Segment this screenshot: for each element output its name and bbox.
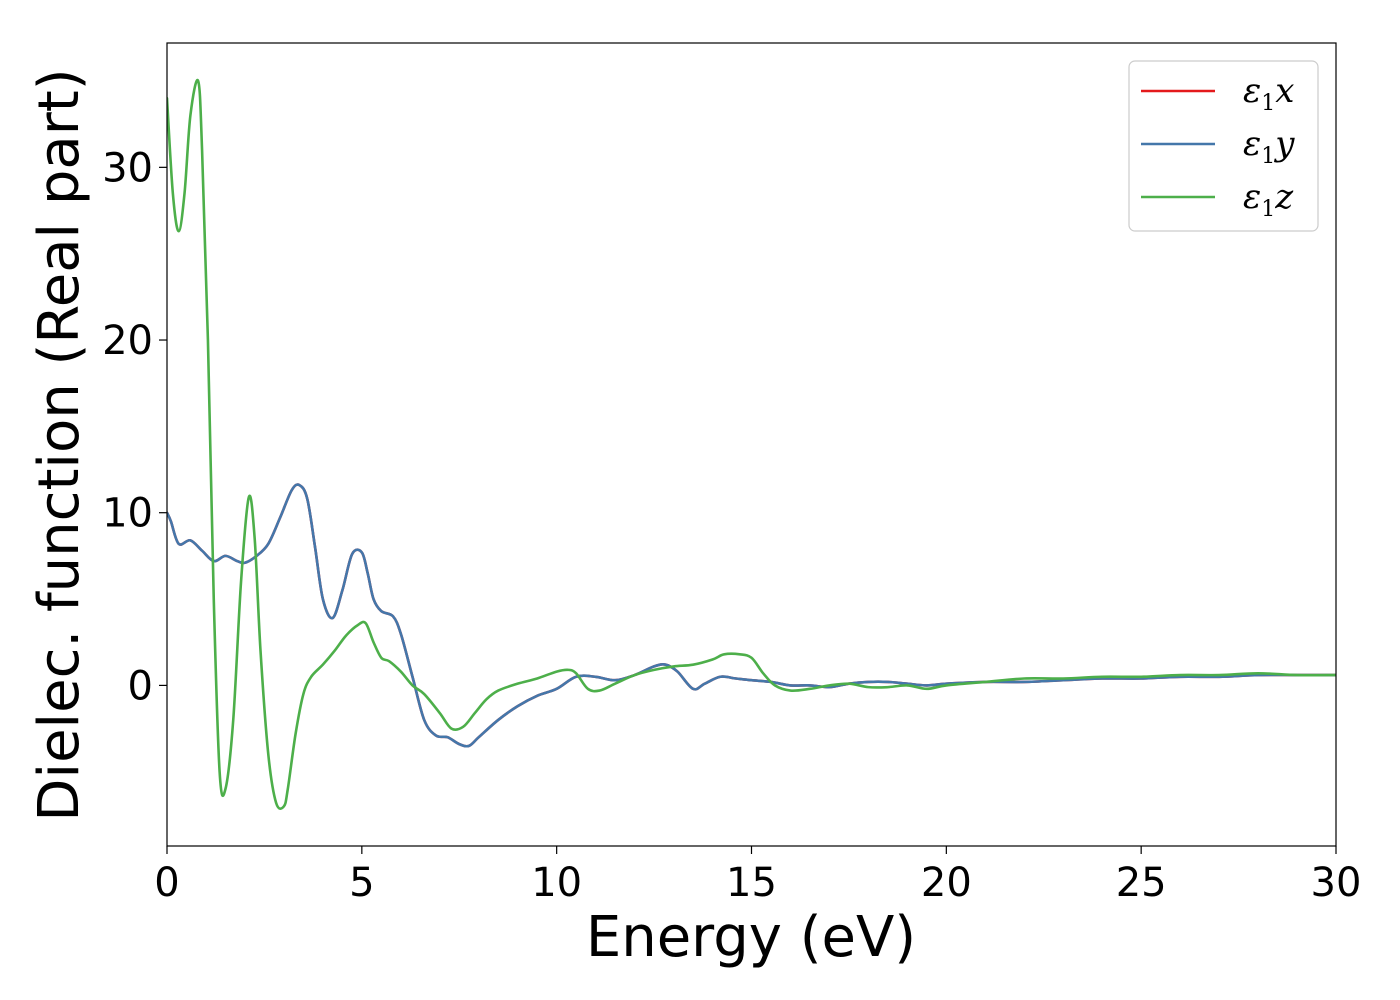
y-axis-label: Dielec. function (Real part): [27, 68, 92, 821]
x-tick-label: 20: [921, 860, 972, 906]
x-axis-label: Energy (eV): [586, 905, 916, 970]
legend-label-z: ε1z: [1243, 177, 1294, 222]
y-tick-label: 0: [128, 663, 153, 709]
y-tick-label: 10: [102, 491, 153, 537]
legend-variable: z: [1274, 177, 1294, 217]
series-line-z: [167, 78, 1336, 810]
x-tick-label: 25: [1116, 860, 1167, 906]
x-tick-label: 10: [531, 860, 582, 906]
x-tick-label: 5: [349, 860, 374, 906]
legend-symbol: ε: [1243, 71, 1261, 111]
x-tick-label: 0: [154, 860, 179, 906]
legend-variable: y: [1273, 124, 1295, 164]
y-tick-label: 30: [102, 145, 153, 191]
x-tick-label: 30: [1311, 860, 1362, 906]
legend-subscript: 1: [1261, 91, 1275, 116]
y-axis: 0 10 20 30: [102, 145, 167, 709]
series-layer: [167, 78, 1336, 810]
legend-label-x: ε1x: [1243, 71, 1294, 116]
y-tick-label: 20: [102, 318, 153, 364]
x-axis: 0 5 10 15 20 25 30: [154, 846, 1361, 906]
x-tick-label: 15: [726, 860, 777, 906]
legend-variable: x: [1275, 71, 1294, 111]
legend-label-y: ε1y: [1243, 124, 1295, 169]
legend-subscript: 1: [1261, 197, 1275, 222]
legend-subscript: 1: [1261, 144, 1275, 169]
legend-symbol: ε: [1243, 177, 1261, 217]
legend-box: [1128, 60, 1319, 232]
legend-symbol: ε: [1243, 124, 1261, 164]
series-line-y: [167, 483, 1336, 748]
